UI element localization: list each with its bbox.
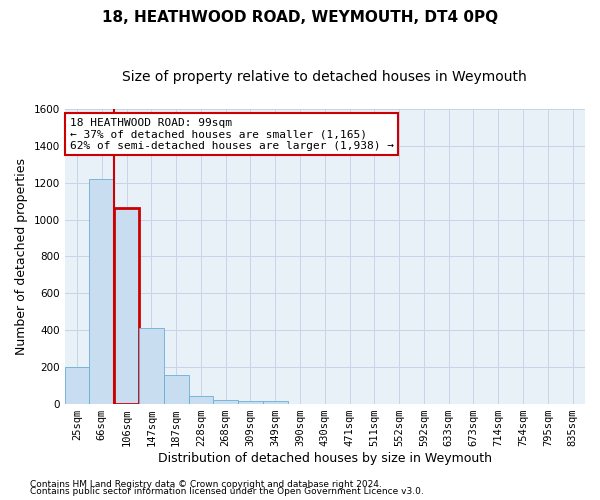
Bar	[114, 208, 139, 404]
Text: Contains HM Land Registry data © Crown copyright and database right 2024.: Contains HM Land Registry data © Crown c…	[30, 480, 382, 489]
Bar	[65, 367, 89, 404]
Bar	[214, 400, 238, 404]
Title: Size of property relative to detached houses in Weymouth: Size of property relative to detached ho…	[122, 70, 527, 84]
Bar	[238, 402, 263, 404]
Bar	[139, 328, 164, 404]
Y-axis label: Number of detached properties: Number of detached properties	[15, 158, 28, 355]
Bar	[263, 402, 287, 404]
Bar	[164, 374, 188, 404]
X-axis label: Distribution of detached houses by size in Weymouth: Distribution of detached houses by size …	[158, 452, 492, 465]
Text: 18, HEATHWOOD ROAD, WEYMOUTH, DT4 0PQ: 18, HEATHWOOD ROAD, WEYMOUTH, DT4 0PQ	[102, 10, 498, 25]
Text: Contains public sector information licensed under the Open Government Licence v3: Contains public sector information licen…	[30, 487, 424, 496]
Bar	[188, 396, 214, 404]
Text: 18 HEATHWOOD ROAD: 99sqm
← 37% of detached houses are smaller (1,165)
62% of sem: 18 HEATHWOOD ROAD: 99sqm ← 37% of detach…	[70, 118, 394, 151]
Bar	[89, 179, 114, 404]
